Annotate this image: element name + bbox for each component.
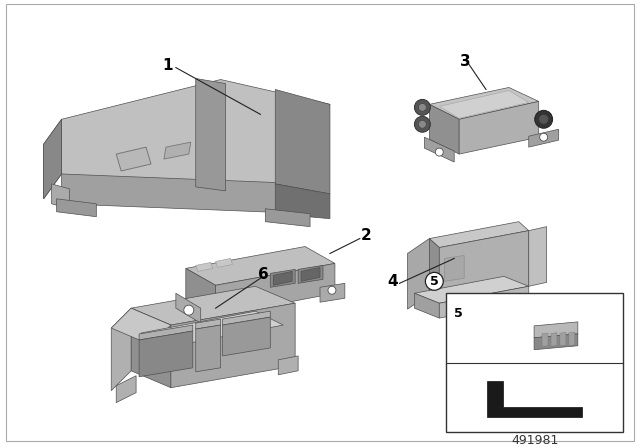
Polygon shape	[275, 184, 330, 219]
Polygon shape	[320, 283, 345, 302]
Polygon shape	[415, 276, 529, 303]
Polygon shape	[61, 80, 330, 209]
Polygon shape	[186, 268, 216, 316]
Polygon shape	[415, 293, 439, 318]
Text: 1: 1	[163, 58, 173, 73]
Polygon shape	[164, 142, 191, 159]
Polygon shape	[459, 101, 539, 154]
Polygon shape	[186, 246, 335, 285]
Text: 491981: 491981	[511, 434, 559, 447]
Polygon shape	[223, 311, 270, 325]
Polygon shape	[429, 239, 439, 303]
Polygon shape	[275, 90, 330, 194]
Polygon shape	[487, 381, 582, 417]
Circle shape	[426, 272, 444, 290]
Polygon shape	[424, 137, 454, 162]
Polygon shape	[139, 331, 193, 377]
Polygon shape	[111, 308, 171, 345]
Text: 4: 4	[387, 274, 398, 289]
Circle shape	[539, 114, 548, 124]
Polygon shape	[569, 332, 575, 346]
Circle shape	[415, 116, 430, 132]
Polygon shape	[439, 90, 529, 118]
Polygon shape	[131, 308, 171, 388]
Circle shape	[540, 133, 548, 141]
Polygon shape	[56, 199, 97, 217]
Polygon shape	[408, 239, 429, 309]
Bar	[446, 293, 623, 432]
Polygon shape	[196, 263, 212, 271]
Circle shape	[184, 305, 194, 315]
Polygon shape	[444, 255, 464, 281]
Polygon shape	[551, 333, 557, 346]
Polygon shape	[111, 308, 131, 391]
Polygon shape	[176, 293, 201, 323]
Polygon shape	[439, 231, 529, 303]
Polygon shape	[429, 222, 529, 248]
Polygon shape	[44, 119, 61, 199]
Polygon shape	[216, 263, 335, 316]
Polygon shape	[270, 269, 295, 287]
Polygon shape	[273, 271, 292, 285]
Polygon shape	[131, 286, 295, 325]
Polygon shape	[44, 119, 61, 199]
Polygon shape	[196, 319, 221, 329]
Circle shape	[419, 103, 426, 112]
Polygon shape	[216, 258, 232, 267]
Polygon shape	[542, 333, 548, 347]
Polygon shape	[560, 332, 566, 346]
Polygon shape	[298, 265, 323, 283]
Polygon shape	[116, 147, 151, 171]
Polygon shape	[278, 356, 298, 375]
Circle shape	[419, 120, 426, 128]
Polygon shape	[196, 78, 225, 191]
Polygon shape	[429, 87, 539, 119]
Polygon shape	[116, 376, 136, 403]
Polygon shape	[171, 303, 295, 388]
Polygon shape	[529, 129, 559, 147]
Polygon shape	[52, 184, 70, 209]
Polygon shape	[429, 104, 459, 154]
Text: 6: 6	[258, 267, 269, 282]
Polygon shape	[139, 325, 193, 340]
Polygon shape	[439, 286, 529, 318]
Text: 3: 3	[460, 54, 470, 69]
Polygon shape	[301, 267, 320, 281]
Polygon shape	[141, 311, 284, 347]
Polygon shape	[534, 334, 578, 350]
Polygon shape	[529, 227, 547, 286]
Circle shape	[328, 286, 336, 294]
Polygon shape	[196, 325, 221, 372]
Text: 5: 5	[430, 275, 438, 288]
Text: 5: 5	[454, 307, 463, 320]
Circle shape	[435, 148, 444, 156]
Polygon shape	[223, 317, 270, 356]
Circle shape	[535, 110, 552, 128]
Text: 2: 2	[360, 228, 371, 243]
Polygon shape	[266, 209, 310, 227]
Polygon shape	[61, 174, 310, 214]
Circle shape	[415, 99, 430, 115]
Polygon shape	[534, 322, 578, 338]
